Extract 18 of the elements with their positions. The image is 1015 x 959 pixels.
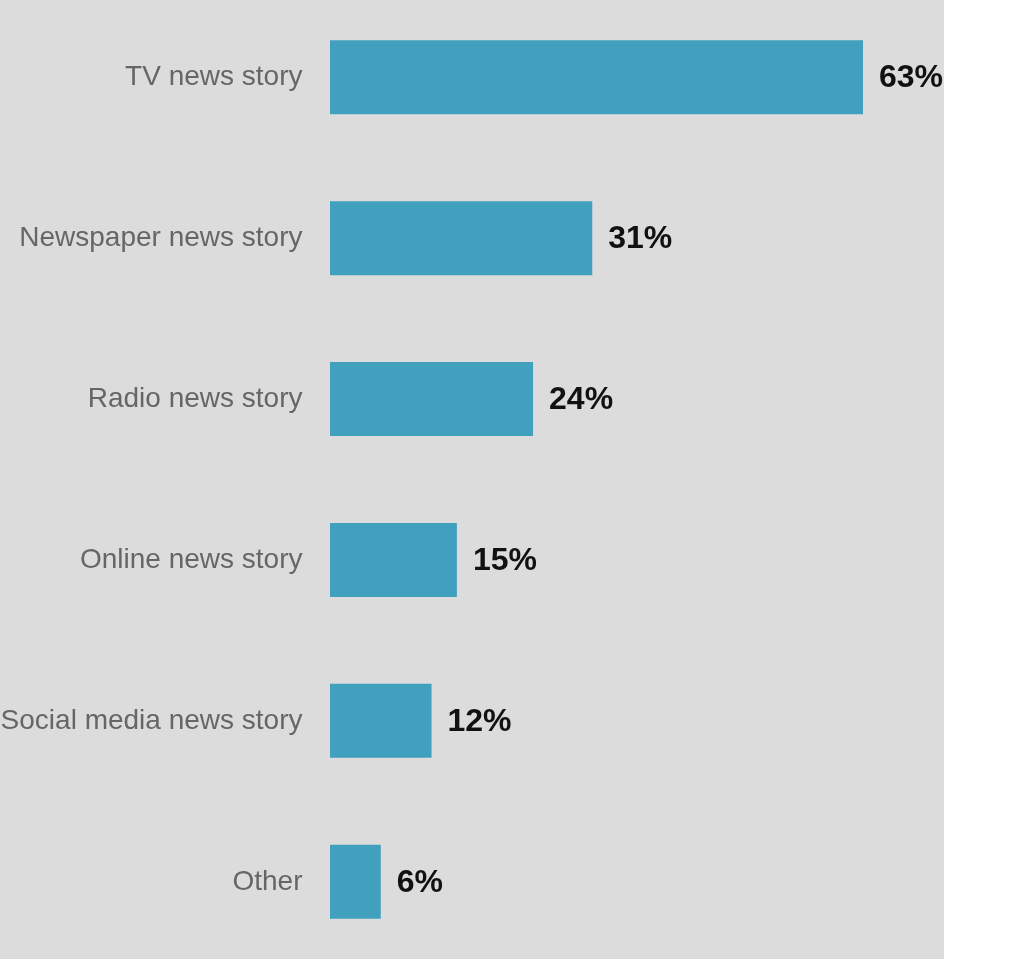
data-label: 15% [472, 540, 537, 577]
y-tick-label: Social media news story [0, 703, 303, 735]
data-label: 6% [396, 862, 444, 899]
bar [330, 844, 381, 919]
data-label: 31% [608, 219, 673, 256]
bar [330, 522, 457, 597]
bar [330, 362, 534, 437]
bar [330, 40, 863, 115]
y-tick-label: TV news story [125, 60, 303, 92]
y-tick-label: Other [232, 864, 303, 896]
data-label: 24% [549, 380, 614, 417]
data-label: 63% [879, 58, 944, 95]
y-tick-label: Online news story [79, 542, 303, 574]
data-label: 12% [447, 701, 512, 738]
y-tick-label: Radio news story [87, 382, 303, 414]
y-tick-label: Newspaper news story [19, 221, 303, 253]
bar [330, 201, 593, 276]
bar [330, 683, 432, 758]
